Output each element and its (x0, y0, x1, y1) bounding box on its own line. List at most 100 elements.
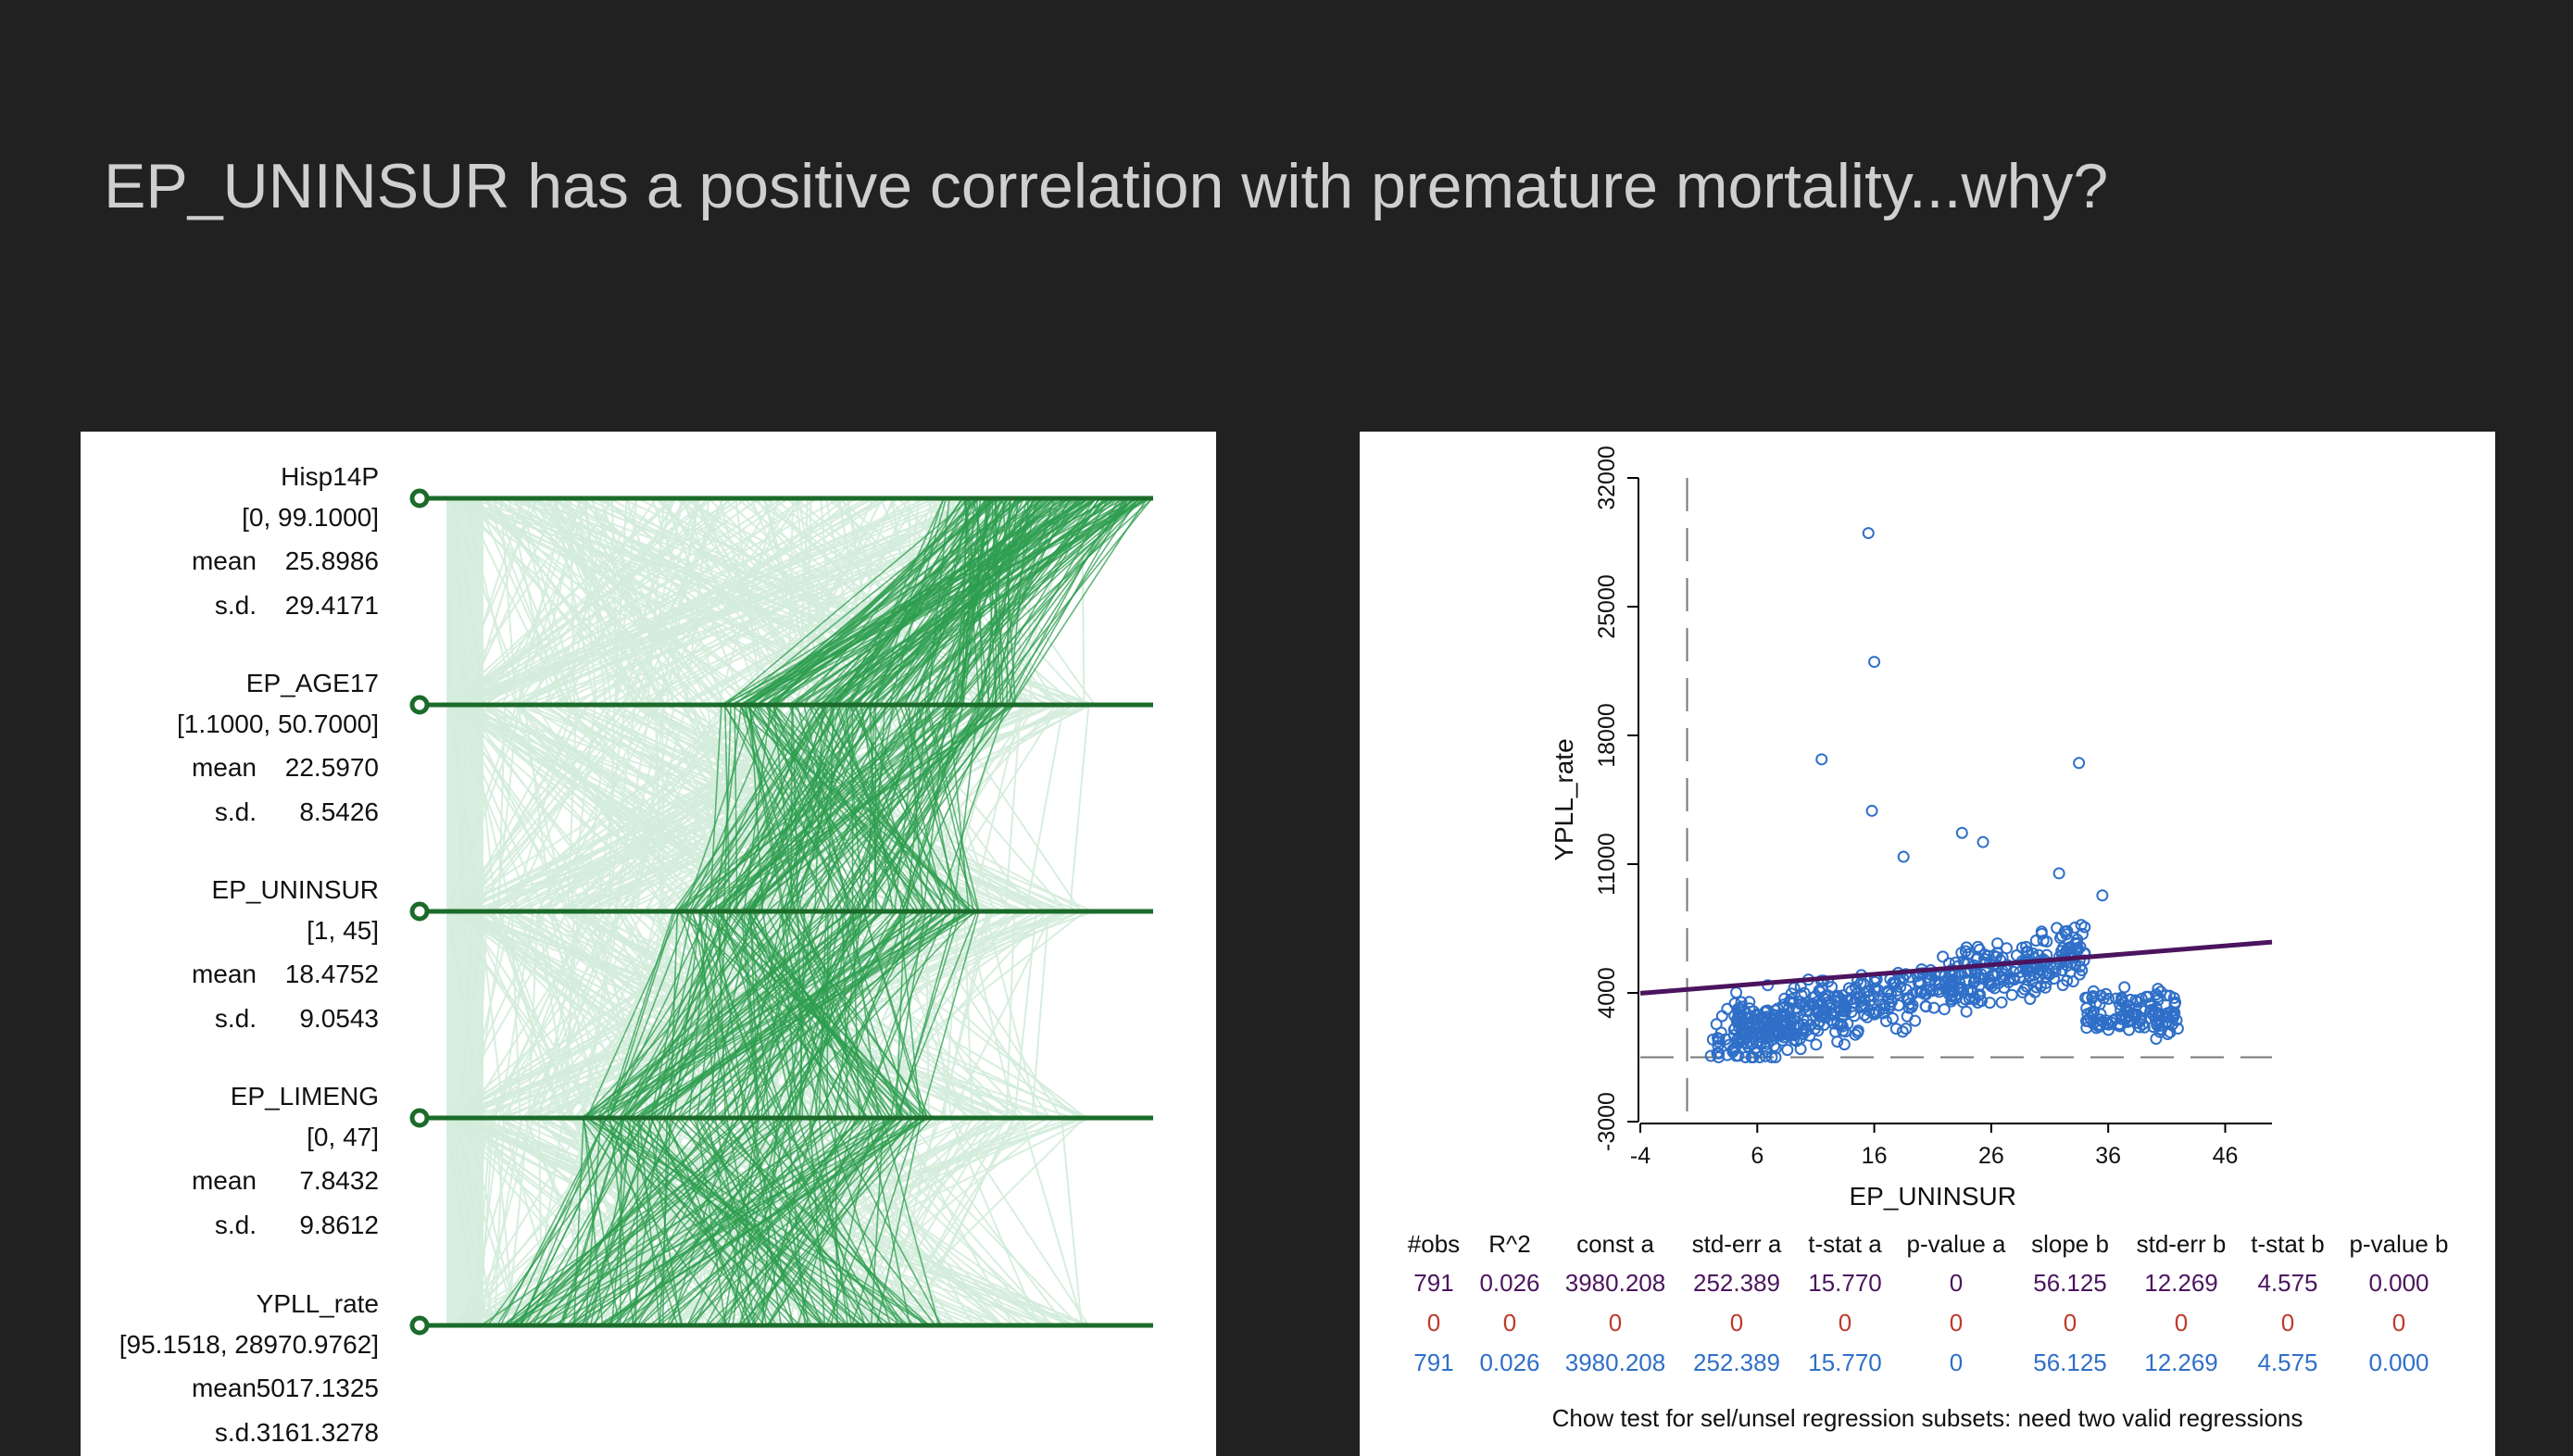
scatter-point[interactable] (2029, 935, 2042, 947)
scatter-point[interactable] (1868, 656, 1881, 669)
scatter-point[interactable] (1781, 1044, 1794, 1057)
scatter-point[interactable] (2100, 987, 2113, 1000)
scatter-point[interactable] (1742, 1011, 1754, 1024)
scatter-point[interactable] (2086, 1010, 2099, 1022)
scatter-point[interactable] (2024, 993, 2037, 1005)
scatter-point[interactable] (1939, 975, 1952, 988)
scatter-point[interactable] (1783, 995, 1796, 1008)
scatter-point[interactable] (1945, 993, 1958, 1006)
scatter-point[interactable] (1955, 826, 1968, 839)
scatter-point[interactable] (1835, 1004, 1847, 1017)
scatter-point[interactable] (1859, 998, 1872, 1011)
axis-handle-icon[interactable] (409, 1315, 430, 1336)
scatter-plot-panel[interactable]: -4 6 16 26 36 46 -3000 4000 11000 18000 25000 32000… (1360, 432, 2495, 1456)
scatter-point[interactable] (1788, 1034, 1801, 1046)
scatter-point[interactable] (2081, 1008, 2094, 1021)
scatter-point[interactable] (2007, 965, 2020, 978)
scatter-point[interactable] (1829, 995, 1842, 1007)
scatter-point[interactable] (1933, 985, 1946, 998)
scatter-point[interactable] (1776, 1034, 1789, 1047)
scatter-point[interactable] (2078, 921, 2091, 934)
scatter-point[interactable] (1977, 835, 1989, 848)
scatter-point[interactable] (2051, 922, 2064, 935)
scatter-point[interactable] (1735, 996, 1748, 1009)
scatter-point[interactable] (2093, 1019, 2106, 1031)
scatter-point[interactable] (1905, 1001, 1918, 1014)
scatter-point[interactable] (1728, 1041, 1741, 1054)
scatter-point[interactable] (2052, 867, 2065, 880)
scatter-point[interactable] (1837, 1024, 1850, 1037)
scatter-point[interactable] (1972, 989, 1985, 1002)
scatter-point[interactable] (1854, 977, 1867, 990)
scatter-point[interactable] (1756, 1022, 1769, 1035)
scatter-point[interactable] (2056, 979, 2069, 992)
scatter-point[interactable] (2030, 981, 2043, 994)
scatter-point[interactable] (1746, 1037, 1759, 1050)
scatter-point[interactable] (2137, 1018, 2150, 1031)
scatter-point[interactable] (1838, 1038, 1851, 1051)
scatter-point[interactable] (1848, 997, 1861, 1010)
scatter-point[interactable] (1793, 1019, 1806, 1032)
scatter-point[interactable] (1730, 986, 1743, 999)
scatter-plot[interactable]: -4 6 16 26 36 46 -3000 4000 11000 18000 25000 32000… (1360, 432, 2495, 1456)
scatter-point[interactable] (1790, 1002, 1803, 1015)
scatter-point[interactable] (1839, 1004, 1852, 1017)
scatter-point[interactable] (1897, 850, 1910, 863)
scatter-point[interactable] (2080, 1002, 2093, 1014)
scatter-point[interactable] (2020, 945, 2033, 958)
scatter-point[interactable] (2093, 998, 2106, 1010)
scatter-point[interactable] (2014, 972, 2027, 985)
scatter-point[interactable] (1894, 981, 1907, 994)
scatter-point[interactable] (2087, 985, 2100, 998)
scatter-point[interactable] (1825, 1009, 1838, 1022)
scatter-point[interactable] (1945, 977, 1958, 990)
scatter-point[interactable] (1710, 1018, 1723, 1031)
scatter-point[interactable] (1995, 996, 2008, 1009)
scatter-point[interactable] (2074, 960, 2087, 973)
scatter-point[interactable] (2018, 983, 2031, 996)
scatter-point[interactable] (2091, 1020, 2104, 1033)
axis-handle-icon[interactable] (409, 488, 430, 508)
scatter-point[interactable] (1889, 1023, 1902, 1036)
scatter-point[interactable] (1927, 985, 1939, 998)
scatter-point[interactable] (1785, 987, 1798, 1000)
scatter-point[interactable] (1969, 974, 1982, 987)
scatter-point[interactable] (1721, 1048, 1734, 1061)
scatter-point[interactable] (2072, 942, 2085, 955)
scatter-point[interactable] (1887, 1012, 1899, 1024)
scatter-point[interactable] (1810, 1038, 1823, 1051)
scatter-point[interactable] (2161, 1028, 2174, 1040)
scatter-point[interactable] (1782, 1023, 1795, 1036)
scatter-point[interactable] (2127, 1007, 2140, 1020)
scatter-point[interactable] (2073, 757, 2086, 770)
scatter-point[interactable] (2167, 992, 2180, 1004)
scatter-point[interactable] (2096, 889, 2109, 902)
scatter-point[interactable] (1759, 1049, 1772, 1062)
scatter-point[interactable] (1960, 1005, 1973, 1018)
scatter-point[interactable] (1713, 1051, 1725, 1063)
scatter-point[interactable] (1973, 943, 1986, 956)
scatter-point[interactable] (2150, 1013, 2162, 1026)
scatter-point[interactable] (2077, 927, 2089, 940)
scatter-point[interactable] (1730, 1015, 1743, 1028)
axis-handle-icon[interactable] (409, 901, 430, 922)
scatter-point[interactable] (2115, 1010, 2127, 1023)
scatter-point[interactable] (1900, 1023, 1913, 1036)
scatter-point[interactable] (2027, 969, 2040, 982)
scatter-point[interactable] (1862, 527, 1875, 540)
scatter-point[interactable] (2152, 983, 2165, 996)
scatter-point[interactable] (2168, 998, 2181, 1010)
scatter-point[interactable] (1807, 991, 1820, 1004)
parallel-coordinates-panel[interactable]: Hisp14P [0, 99.1000] mean 25.8986 s.d. 29.417… (81, 432, 1216, 1456)
scatter-point[interactable] (1858, 993, 1871, 1006)
scatter-point[interactable] (1798, 986, 1811, 999)
axis-handle-icon[interactable] (409, 695, 430, 715)
scatter-point[interactable] (1868, 975, 1881, 988)
scatter-point[interactable] (1763, 1023, 1776, 1036)
scatter-point[interactable] (2002, 976, 2015, 988)
scatter-point[interactable] (1816, 982, 1829, 995)
scatter-point[interactable] (2142, 990, 2155, 1003)
scatter-point[interactable] (2066, 975, 2079, 988)
scatter-point[interactable] (1983, 997, 1996, 1010)
scatter-point[interactable] (1766, 1009, 1779, 1021)
